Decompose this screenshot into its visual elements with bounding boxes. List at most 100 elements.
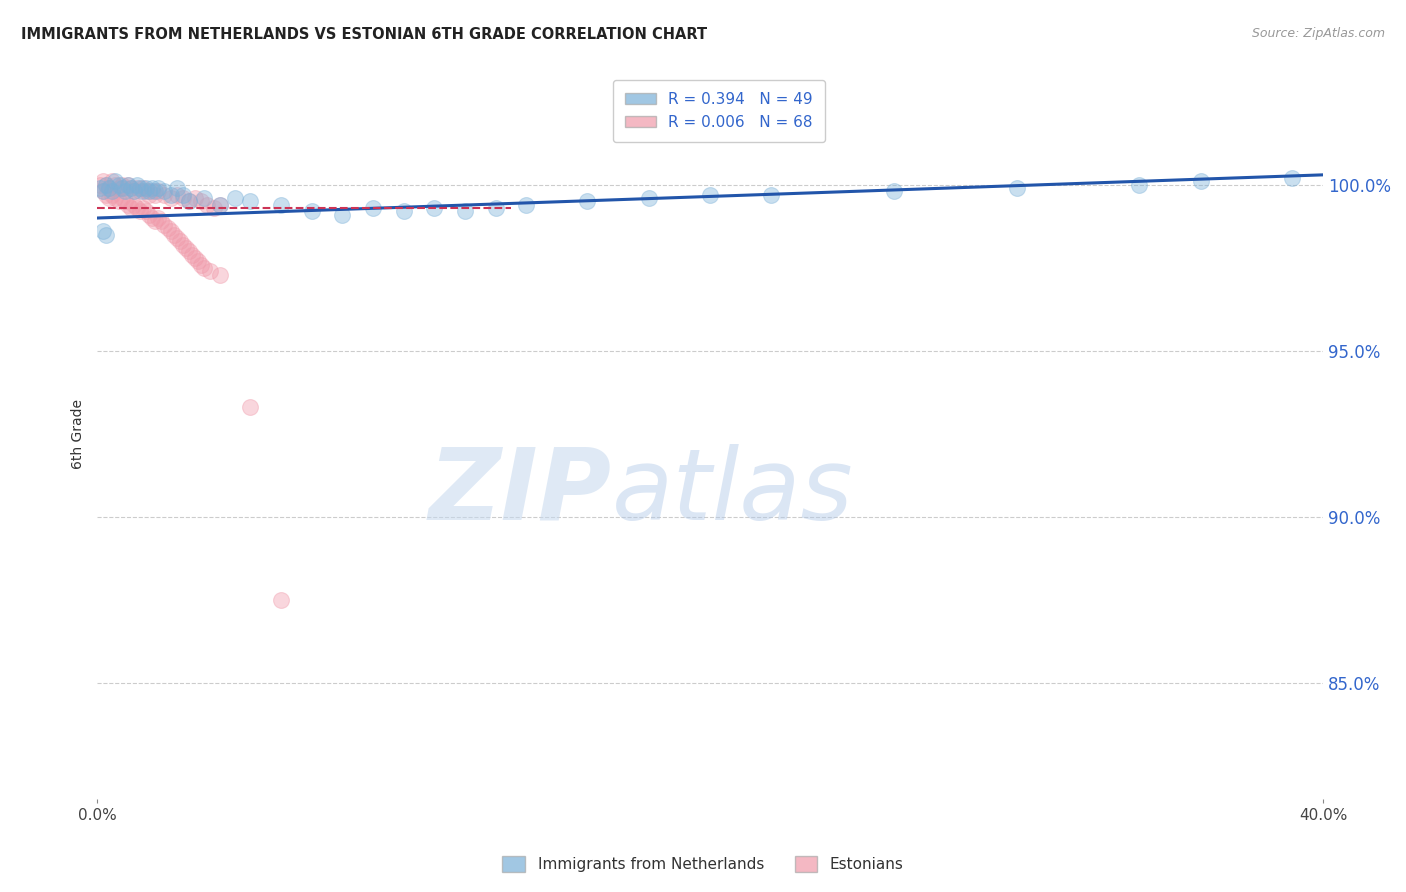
Point [132, 201, 155, 215]
Point [197, 198, 219, 212]
Point [1128, 178, 1150, 192]
Point [163, 227, 186, 242]
Point [101, 185, 124, 199]
Point [107, 194, 129, 209]
Point [190, 258, 212, 272]
Point [190, 194, 212, 209]
Point [637, 191, 659, 205]
Point [172, 187, 194, 202]
Point [224, 191, 246, 205]
Point [132, 185, 155, 199]
Point [150, 214, 173, 228]
Point [117, 198, 139, 212]
Point [104, 178, 127, 192]
Point [184, 251, 207, 265]
Point [177, 194, 200, 209]
Point [120, 181, 142, 195]
Point [184, 191, 207, 205]
Point [91, 185, 114, 199]
Point [132, 181, 155, 195]
Point [91, 185, 114, 199]
Point [129, 204, 152, 219]
Point [193, 260, 215, 275]
Y-axis label: 6th Grade: 6th Grade [72, 399, 86, 469]
Point [141, 181, 163, 195]
Point [423, 201, 446, 215]
Point [330, 208, 353, 222]
Point [98, 181, 121, 195]
Text: atlas: atlas [612, 444, 853, 541]
Point [135, 185, 157, 199]
Point [122, 185, 145, 199]
Point [202, 201, 225, 215]
Point [148, 181, 170, 195]
Point [166, 181, 188, 195]
Point [98, 191, 121, 205]
Point [153, 187, 176, 202]
Point [174, 241, 197, 255]
Point [576, 194, 599, 209]
Point [114, 181, 136, 195]
Point [101, 174, 124, 188]
Point [169, 234, 191, 248]
Point [135, 204, 157, 219]
Point [89, 181, 111, 195]
Point [761, 187, 783, 202]
Point [187, 254, 209, 268]
Point [122, 185, 145, 199]
Point [125, 181, 148, 195]
Point [120, 201, 142, 215]
Point [104, 191, 127, 205]
Point [208, 268, 231, 282]
Point [138, 187, 160, 202]
Point [166, 231, 188, 245]
Point [96, 178, 118, 192]
Point [392, 204, 415, 219]
Point [200, 264, 222, 278]
Point [193, 191, 215, 205]
Point [98, 181, 121, 195]
Point [104, 174, 127, 188]
Point [270, 198, 292, 212]
Point [117, 178, 139, 192]
Text: ZIP: ZIP [429, 444, 612, 541]
Legend: Immigrants from Netherlands, Estonians: Immigrants from Netherlands, Estonians [495, 848, 911, 880]
Point [239, 194, 262, 209]
Text: IMMIGRANTS FROM NETHERLANDS VS ESTONIAN 6TH GRADE CORRELATION CHART: IMMIGRANTS FROM NETHERLANDS VS ESTONIAN … [21, 27, 707, 42]
Point [208, 198, 231, 212]
Point [153, 185, 176, 199]
Point [361, 201, 384, 215]
Point [129, 185, 152, 199]
Point [301, 204, 323, 219]
Point [107, 178, 129, 192]
Point [89, 178, 111, 192]
Point [110, 181, 132, 195]
Point [110, 178, 132, 192]
Point [96, 227, 118, 242]
Point [148, 211, 170, 225]
Point [135, 181, 157, 195]
Point [96, 187, 118, 202]
Point [148, 185, 170, 199]
Point [138, 208, 160, 222]
Point [177, 194, 200, 209]
Point [454, 204, 477, 219]
Point [138, 185, 160, 199]
Point [270, 593, 292, 607]
Point [883, 185, 905, 199]
Point [120, 181, 142, 195]
Point [159, 191, 181, 205]
Point [1005, 181, 1028, 195]
Point [114, 194, 136, 209]
Point [129, 181, 152, 195]
Point [122, 198, 145, 212]
Point [91, 224, 114, 238]
Point [117, 178, 139, 192]
Point [166, 187, 188, 202]
Point [114, 185, 136, 199]
Point [141, 211, 163, 225]
Point [107, 181, 129, 195]
Point [91, 174, 114, 188]
Text: Source: ZipAtlas.com: Source: ZipAtlas.com [1251, 27, 1385, 40]
Legend: R = 0.394   N = 49, R = 0.006   N = 68: R = 0.394 N = 49, R = 0.006 N = 68 [613, 79, 825, 142]
